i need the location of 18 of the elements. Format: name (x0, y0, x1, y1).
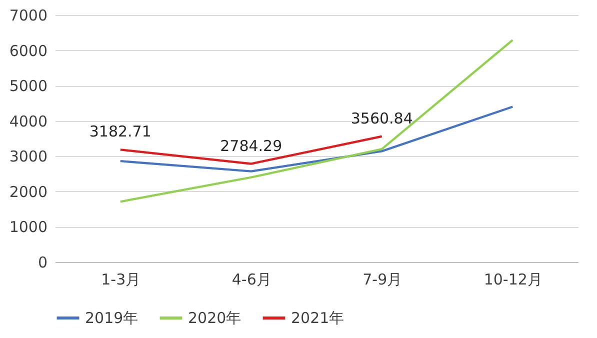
y-tick-label: 6000 (9, 42, 48, 60)
data-label: 3560.84 (350, 109, 413, 128)
legend-label: 2019年 (85, 309, 138, 327)
y-tick-label: 1000 (9, 218, 48, 236)
y-tick-label: 0 (38, 254, 48, 272)
data-label: 2784.29 (220, 136, 282, 155)
x-tick-label: 1-3月 (101, 270, 141, 288)
data-label: 3182.71 (89, 122, 152, 141)
y-tick-label: 3000 (9, 148, 48, 166)
y-tick-label: 2000 (9, 182, 48, 201)
legend-label: 2021年 (291, 309, 344, 327)
y-tick-label: 4000 (9, 112, 48, 130)
x-tick-label: 10-12月 (484, 270, 542, 288)
x-tick-label: 7-9月 (362, 270, 402, 288)
legend-label: 2020年 (188, 309, 242, 327)
x-tick-label: 4-6月 (232, 270, 272, 288)
y-tick-label: 7000 (9, 6, 48, 24)
y-tick-label: 5000 (9, 77, 48, 96)
